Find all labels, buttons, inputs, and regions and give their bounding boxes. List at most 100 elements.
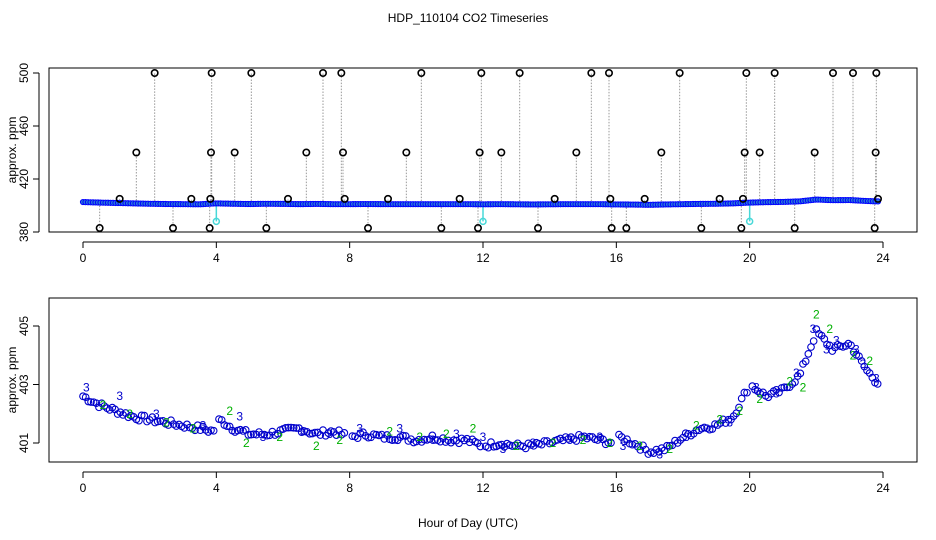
bottom-point (863, 366, 871, 375)
bottom-x-tick-label: 4 (213, 481, 220, 495)
bottom-label-2: 2 (666, 442, 673, 456)
top-x-tick-label: 0 (80, 251, 87, 265)
bottom-label-3: 3 (236, 410, 243, 424)
outlier-point (755, 148, 764, 157)
bottom-point (129, 413, 138, 421)
bottom-label-3: 3 (530, 436, 537, 450)
bottom-label-2: 2 (606, 436, 613, 450)
bottom-point (153, 417, 162, 426)
outlier-point (207, 148, 216, 157)
outlier-point (115, 194, 124, 203)
bottom-label-2: 2 (386, 424, 393, 438)
top-x-tick-label: 20 (743, 251, 757, 265)
bottom-point (849, 348, 858, 357)
bottom-label-2: 2 (580, 433, 587, 447)
bottom-label-2: 2 (416, 430, 423, 444)
bottom-point (388, 436, 397, 444)
bottom-point (167, 416, 175, 425)
outlier-point (206, 194, 215, 203)
outlier-point (572, 148, 581, 157)
bottom-point (543, 437, 551, 445)
outlier-point (477, 69, 486, 78)
bottom-label-3: 3 (860, 357, 867, 371)
bottom-label-3: 3 (500, 442, 507, 456)
bottom-point (604, 438, 613, 447)
bottom-point (799, 360, 807, 368)
bottom-point (860, 362, 869, 371)
bottom-point (801, 357, 810, 366)
outlier-point (363, 224, 372, 233)
bottom-point (287, 423, 295, 432)
outlier-point (738, 194, 747, 203)
bottom-point (380, 435, 389, 443)
bottom-point (340, 429, 349, 437)
bottom-point (431, 435, 439, 444)
bottom-label-3: 3 (260, 430, 267, 444)
outlier-point (740, 148, 749, 157)
top-ylabel: approx. ppm (5, 117, 19, 184)
x-axis-label: Hour of Day (UTC) (418, 516, 518, 530)
bottom-label-2: 2 (813, 307, 820, 321)
bottom-label-2: 2 (276, 430, 283, 444)
outlier-point (870, 224, 879, 233)
bottom-label-2: 2 (756, 392, 763, 406)
top-x-tick-label: 4 (213, 251, 220, 265)
bottom-point (793, 372, 802, 380)
bottom-label-3: 3 (480, 430, 487, 444)
bottom-x-tick-label: 8 (346, 481, 353, 495)
outlier-point (675, 69, 684, 78)
bottom-x-tick-label: 0 (80, 481, 87, 495)
outlier-point (848, 69, 857, 78)
bottom-y-tick-label: 405 (17, 316, 31, 336)
bottom-point (399, 431, 407, 440)
outlier-point (262, 224, 271, 233)
bottom-label-2: 2 (163, 416, 170, 430)
outlier-point (95, 224, 104, 233)
bottom-label-3: 3 (326, 427, 333, 441)
bottom-point (225, 422, 234, 431)
top-x-tick-label: 16 (610, 251, 624, 265)
bottom-point (740, 388, 749, 397)
bottom-label-3: 3 (620, 439, 627, 453)
bottom-point (305, 429, 314, 438)
bottom-ylabel: approx. ppm (5, 347, 19, 414)
bottom-label-3: 3 (430, 433, 437, 447)
bottom-point (92, 399, 101, 408)
bottom-point (831, 343, 839, 352)
bottom-point (809, 337, 818, 345)
outlier-point (622, 224, 631, 233)
bottom-point (724, 415, 733, 424)
outlier-point (872, 69, 881, 78)
bottom-label-2: 2 (866, 354, 873, 368)
bottom-point (663, 441, 671, 450)
bottom-label-3: 3 (823, 342, 830, 356)
outlier-point (205, 224, 214, 233)
outlier-point (340, 194, 349, 203)
outlier-point (871, 148, 880, 157)
outlier-point (587, 69, 596, 78)
outlier-point (437, 224, 446, 233)
top-y-tick-label: 420 (17, 169, 31, 189)
bottom-point (289, 423, 298, 432)
bottom-label-3: 3 (726, 416, 733, 430)
bottom-point (780, 383, 789, 392)
outlier-point (737, 224, 746, 233)
bottom-point (476, 442, 485, 451)
outlier-point (402, 148, 411, 157)
bottom-point (873, 380, 882, 388)
top-y-tick-label: 460 (17, 116, 31, 136)
bottom-label-3: 3 (596, 430, 603, 444)
outlier-point (417, 69, 426, 78)
outlier-point (132, 148, 141, 157)
outlier-point (455, 194, 464, 203)
bottom-label-2: 2 (800, 380, 807, 394)
bottom-x-tick-label: 16 (610, 481, 624, 495)
bottom-point (753, 387, 762, 395)
bottom-label-3: 3 (566, 433, 573, 447)
bottom-x-tick-label: 12 (476, 481, 490, 495)
bottom-label-3: 3 (153, 407, 160, 421)
bottom-point (247, 430, 255, 439)
outlier-point (550, 194, 559, 203)
bottom-point (772, 385, 781, 394)
